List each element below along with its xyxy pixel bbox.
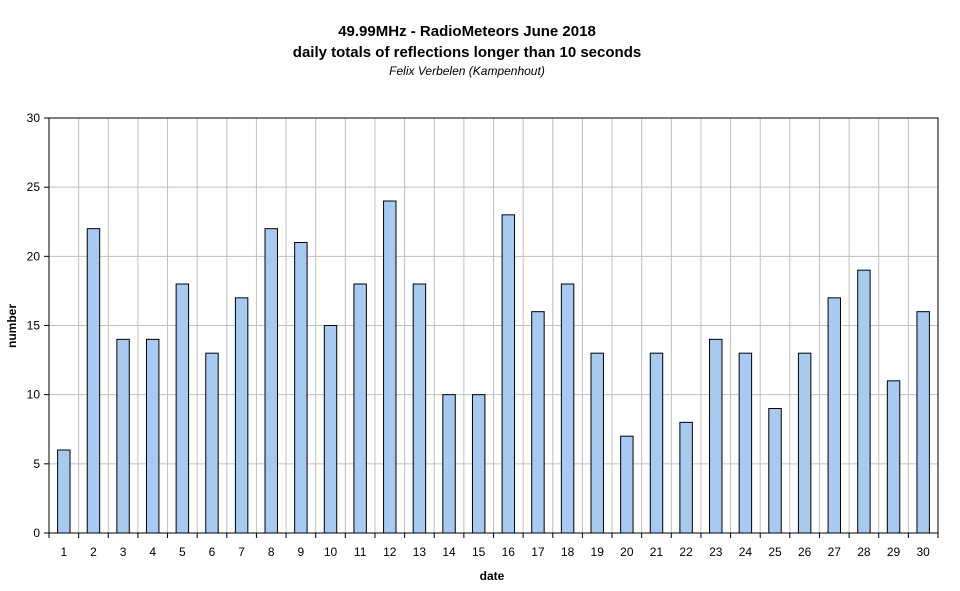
chart-author: Felix Verbelen (Kampenhout) — [389, 64, 545, 78]
bar — [649, 352, 664, 534]
bar — [590, 352, 604, 534]
bar — [471, 394, 486, 534]
x-axis-label: date — [480, 569, 505, 583]
x-tick-label: 1 — [60, 545, 67, 559]
x-tick-label: 2 — [90, 545, 97, 559]
x-tick-label: 8 — [268, 545, 275, 559]
x-tick-label: 18 — [561, 545, 575, 559]
x-tick-label: 7 — [238, 545, 245, 559]
bar — [709, 338, 723, 534]
x-tick-label: 14 — [442, 545, 456, 559]
bar — [531, 311, 545, 534]
bar — [57, 449, 71, 534]
bar — [886, 380, 901, 534]
bar — [323, 325, 338, 534]
bar — [205, 352, 219, 534]
x-tick-label: 23 — [709, 545, 723, 559]
bar — [294, 242, 308, 534]
x-tick-label: 24 — [739, 545, 753, 559]
y-tick-labels: 0 5 10 15 20 25 30 — [27, 111, 49, 540]
x-tick-label: 17 — [531, 545, 545, 559]
x-tick-label: 25 — [768, 545, 782, 559]
x-tick-label: 3 — [120, 545, 127, 559]
y-tick-label: 30 — [27, 111, 41, 125]
x-tick-label: 5 — [179, 545, 186, 559]
bar — [116, 338, 130, 534]
y-tick-label: 0 — [33, 526, 40, 540]
x-tick-label: 28 — [857, 545, 871, 559]
bar — [620, 435, 634, 534]
x-tick-label: 15 — [472, 545, 486, 559]
chart-subtitle: daily totals of reflections longer than … — [293, 44, 641, 61]
bar — [827, 297, 842, 534]
plot-area-border — [48, 117, 939, 534]
bar — [412, 283, 427, 534]
x-tick-label: 12 — [383, 545, 397, 559]
x-tick-label: 13 — [413, 545, 427, 559]
bar — [86, 228, 101, 534]
bar — [501, 214, 516, 534]
bar — [679, 421, 693, 534]
y-axis-label: number — [5, 304, 19, 348]
bar — [353, 283, 367, 534]
x-tick-label: 6 — [209, 545, 216, 559]
bar — [797, 352, 812, 534]
x-tick-label: 9 — [298, 545, 305, 559]
x-tick-labels: 1 2 3 4 5 6 7 8 9 10 11 12 13 14 15 16 17 18 19 20 21 22 23 24 2… — [48, 533, 939, 559]
bars — [57, 200, 930, 534]
bar — [857, 269, 871, 534]
x-tick-label: 27 — [828, 545, 842, 559]
x-tick-label: 22 — [679, 545, 693, 559]
x-tick-label: 21 — [650, 545, 664, 559]
x-tick-label: 11 — [354, 545, 367, 559]
x-tick-label: 20 — [620, 545, 634, 559]
bar — [264, 228, 278, 534]
y-tick-label: 20 — [27, 249, 41, 263]
x-tick-label: 30 — [917, 545, 931, 559]
x-tick-label: 26 — [798, 545, 812, 559]
grid-lines — [49, 118, 938, 533]
bar — [175, 283, 190, 534]
bar — [738, 352, 753, 534]
y-tick-label: 5 — [33, 457, 40, 471]
x-tick-label: 29 — [887, 545, 901, 559]
bar — [383, 200, 397, 534]
bar — [768, 408, 782, 534]
bar — [234, 297, 249, 534]
x-tick-label: 10 — [324, 545, 338, 559]
chart-title: 49.99MHz - RadioMeteors June 2018 — [338, 23, 596, 40]
bar — [145, 338, 160, 534]
y-tick-label: 25 — [27, 180, 41, 194]
bar — [442, 394, 456, 534]
bar — [916, 311, 930, 534]
x-tick-label: 16 — [502, 545, 516, 559]
y-tick-label: 15 — [27, 319, 41, 333]
x-tick-label: 19 — [591, 545, 605, 559]
bar — [560, 283, 575, 534]
y-tick-label: 10 — [27, 388, 41, 402]
x-tick-label: 4 — [149, 545, 156, 559]
